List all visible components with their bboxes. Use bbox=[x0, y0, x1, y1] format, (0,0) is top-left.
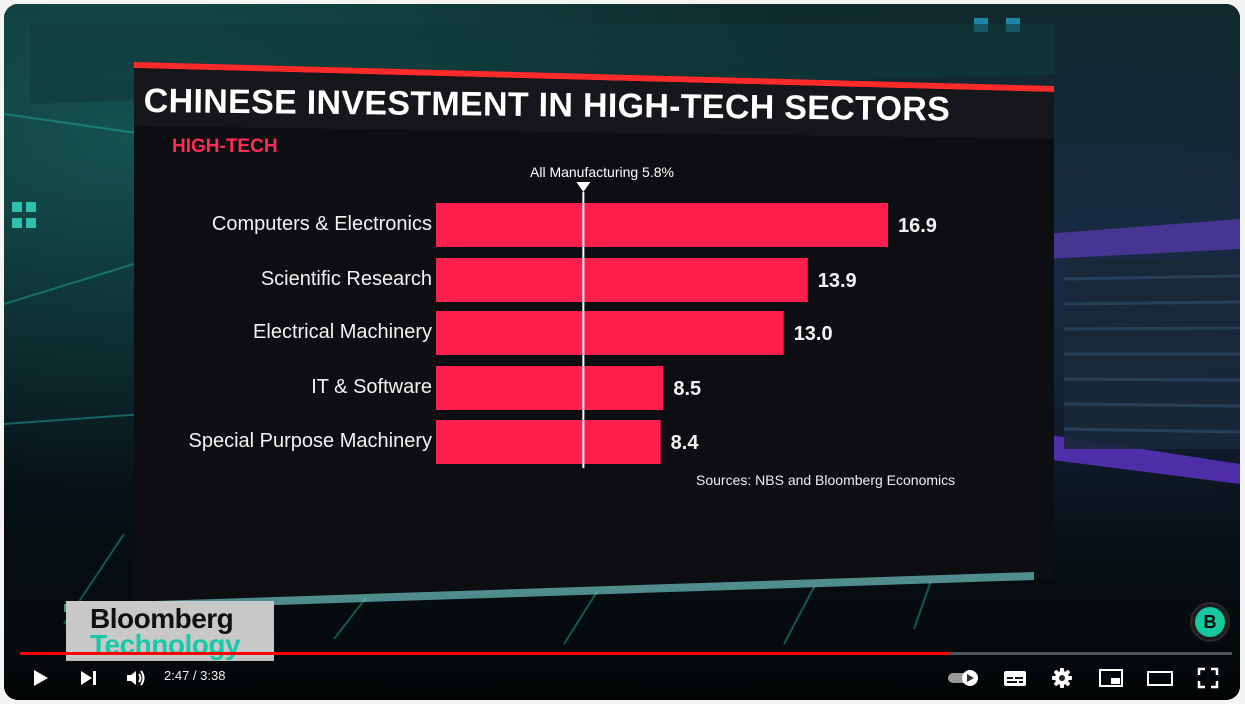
bar-2 bbox=[436, 258, 808, 302]
settings-button[interactable] bbox=[1048, 666, 1076, 690]
miniplayer-icon bbox=[1099, 669, 1123, 687]
logo-line-1: Bloomberg bbox=[90, 603, 234, 634]
next-icon bbox=[81, 671, 96, 685]
miniplayer-button[interactable] bbox=[1096, 666, 1126, 690]
bar-chart bbox=[436, 182, 888, 468]
fullscreen-icon bbox=[1197, 667, 1219, 689]
value-label: 16.9 bbox=[898, 215, 937, 237]
reference-line-label: All Manufacturing 5.8% bbox=[530, 164, 674, 180]
category-label: IT & Software bbox=[311, 376, 432, 398]
channel-badge-letter: B bbox=[1195, 607, 1225, 637]
category-label: Computers & Electronics bbox=[211, 213, 432, 235]
next-video-button[interactable] bbox=[74, 664, 102, 692]
theater-mode-button[interactable] bbox=[1144, 666, 1176, 690]
chart-source: Sources: NBS and Bloomberg Economics bbox=[696, 472, 956, 488]
progress-bar[interactable] bbox=[20, 652, 1232, 655]
subtitles-icon bbox=[1004, 671, 1026, 686]
reference-line-marker bbox=[576, 182, 591, 192]
bar-4 bbox=[436, 366, 664, 410]
value-label: 8.4 bbox=[670, 432, 699, 454]
play-button[interactable] bbox=[26, 664, 54, 692]
chart-subtitle: HIGH-TECH bbox=[172, 136, 278, 157]
theater-mode-icon bbox=[1147, 671, 1173, 686]
subtitles-button[interactable] bbox=[1000, 666, 1030, 690]
value-label: 8.5 bbox=[673, 378, 702, 400]
settings-gear-icon bbox=[1052, 668, 1072, 688]
autoplay-toggle-icon bbox=[948, 670, 978, 686]
channel-watermark-button[interactable]: B bbox=[1190, 602, 1230, 642]
category-label: Scientific Research bbox=[260, 268, 432, 290]
bar-3 bbox=[436, 311, 784, 355]
progress-bar-played bbox=[20, 652, 949, 655]
fullscreen-button[interactable] bbox=[1194, 666, 1222, 690]
value-label: 13.9 bbox=[817, 270, 857, 292]
video-player[interactable]: CHINESE INVESTMENT IN HIGH-TECH SECTORS … bbox=[4, 4, 1240, 700]
value-label: 13.0 bbox=[793, 323, 833, 345]
volume-button[interactable] bbox=[122, 664, 150, 692]
play-icon bbox=[34, 670, 48, 686]
bar-1 bbox=[436, 203, 888, 247]
time-display: 2:47 / 3:38 bbox=[164, 668, 226, 683]
category-label: Special Purpose Machinery bbox=[188, 430, 432, 452]
bar-5 bbox=[436, 420, 661, 464]
volume-icon bbox=[127, 670, 145, 686]
autoplay-toggle[interactable] bbox=[944, 666, 984, 690]
player-controls-bar bbox=[4, 656, 1240, 700]
category-label: Electrical Machinery bbox=[253, 321, 432, 343]
